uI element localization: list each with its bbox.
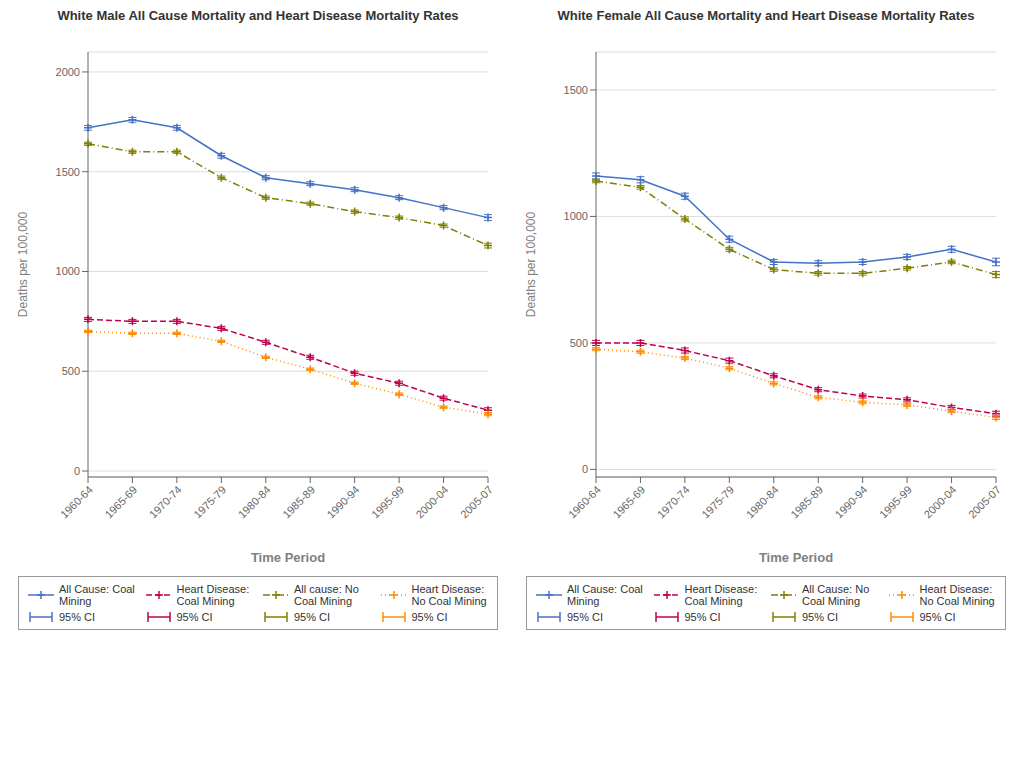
html-text:All Cause: Coal Mining: All Cause: Coal Mining (59, 583, 135, 607)
html-text:95% CI: 95% CI (919, 611, 956, 623)
html-text:Heart Disease: No Coal Mining: Heart Disease: No Coal Mining (411, 583, 487, 607)
svg-text:Deaths per 100,000: Deaths per 100,000 (16, 211, 30, 317)
svg-text:1990-94: 1990-94 (325, 483, 362, 520)
html-text:Heart Disease: Coal Mining: Heart Disease: Coal Mining (684, 583, 758, 607)
svg-text:1985-89: 1985-89 (280, 483, 317, 520)
html-text:95% CI: 95% CI (59, 611, 96, 623)
svg-text:1000: 1000 (56, 265, 80, 277)
html-text:95% CI: 95% CI (567, 611, 604, 623)
svg-text:1980-84: 1980-84 (236, 483, 273, 520)
svg-text:1500: 1500 (564, 84, 588, 96)
svg-text:1995-99: 1995-99 (877, 483, 914, 520)
svg-text:Time Period: Time Period (759, 550, 833, 565)
svg-text:1970-74: 1970-74 (147, 483, 184, 520)
svg-text:2000-04: 2000-04 (921, 483, 958, 520)
html-text:95% CI: 95% CI (294, 611, 331, 623)
svg-text:0: 0 (74, 465, 80, 477)
svg-text:1960-64: 1960-64 (566, 483, 603, 520)
html-text:White Female All Cause Mortali: White Female All Cause Mortality and Hea… (557, 8, 975, 23)
svg-text:1000: 1000 (564, 210, 588, 222)
svg-text:0: 0 (582, 463, 588, 475)
svg-text:1960-64: 1960-64 (58, 483, 95, 520)
svg-text:2000-04: 2000-04 (413, 483, 450, 520)
svg-text:1985-89: 1985-89 (788, 483, 825, 520)
svg-text:1975-79: 1975-79 (191, 483, 228, 520)
svg-text:1970-74: 1970-74 (655, 483, 692, 520)
svg-text:2000: 2000 (56, 66, 80, 78)
svg-text:1980-84: 1980-84 (744, 483, 781, 520)
html-text:95% CI: 95% CI (176, 611, 213, 623)
html-text:95% CI: 95% CI (802, 611, 839, 623)
svg-text:1965-69: 1965-69 (610, 483, 647, 520)
svg-text:500: 500 (62, 365, 80, 377)
svg-text:1995-99: 1995-99 (369, 483, 406, 520)
svg-text:2005-07: 2005-07 (458, 483, 495, 520)
html-text:Heart Disease: No Coal Mining: Heart Disease: No Coal Mining (919, 583, 995, 607)
svg-text:Time Period: Time Period (251, 550, 325, 565)
svg-text:1975-79: 1975-79 (699, 483, 736, 520)
html-text:All Cause: No Coal Mining: All Cause: No Coal Mining (802, 583, 870, 607)
svg-text:1965-69: 1965-69 (102, 483, 139, 520)
html-text:Heart Disease: Coal Mining: Heart Disease: Coal Mining (176, 583, 250, 607)
html-text:95% CI: 95% CI (411, 611, 448, 623)
html-text:All cause: No Coal Mining: All cause: No Coal Mining (294, 583, 359, 607)
svg-text:2005-07: 2005-07 (966, 483, 1003, 520)
svg-text:Deaths per 100,000: Deaths per 100,000 (524, 211, 538, 317)
html-text:White Male All Cause Mortality: White Male All Cause Mortality and Heart… (57, 8, 459, 23)
svg-text:500: 500 (570, 337, 588, 349)
html-text:All Cause: Coal Mining: All Cause: Coal Mining (567, 583, 643, 607)
html-text:95% CI: 95% CI (684, 611, 721, 623)
svg-text:1500: 1500 (56, 166, 80, 178)
svg-text:1990-94: 1990-94 (833, 483, 870, 520)
